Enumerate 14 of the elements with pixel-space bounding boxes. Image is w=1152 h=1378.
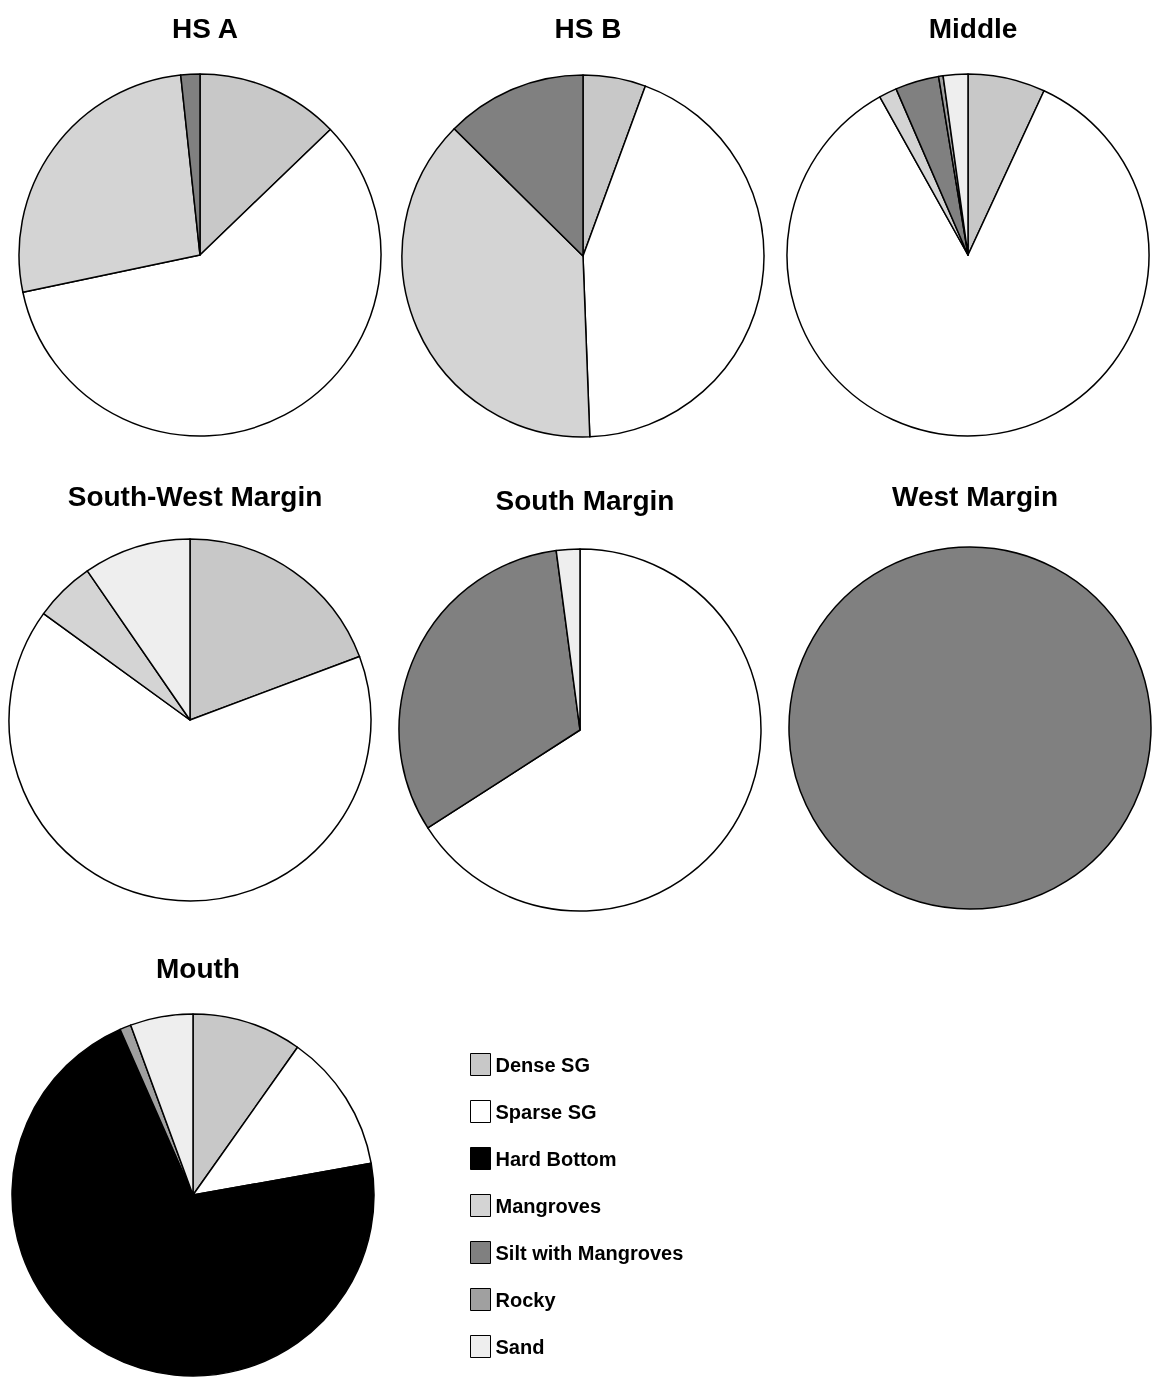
legend-label: Hard Bottom [495,1147,617,1170]
legend-label: Rocky [495,1288,557,1311]
chart-title: South Margin [495,484,675,516]
legend-label: Dense SG [495,1053,590,1076]
chart-title: Mouth [156,952,240,984]
chart-title: South-West Margin [67,480,323,512]
chart-title: West Margin [892,480,1058,512]
chart-title: HS B [554,12,622,44]
legend-label: Sparse SG [495,1100,597,1123]
chart-title: HS A [172,12,238,44]
legend-label: Sand [495,1335,545,1358]
chart-title: Middle [928,12,1018,44]
legend-label: Mangroves [495,1194,602,1217]
legend-label: Silt with Mangroves [495,1241,684,1264]
